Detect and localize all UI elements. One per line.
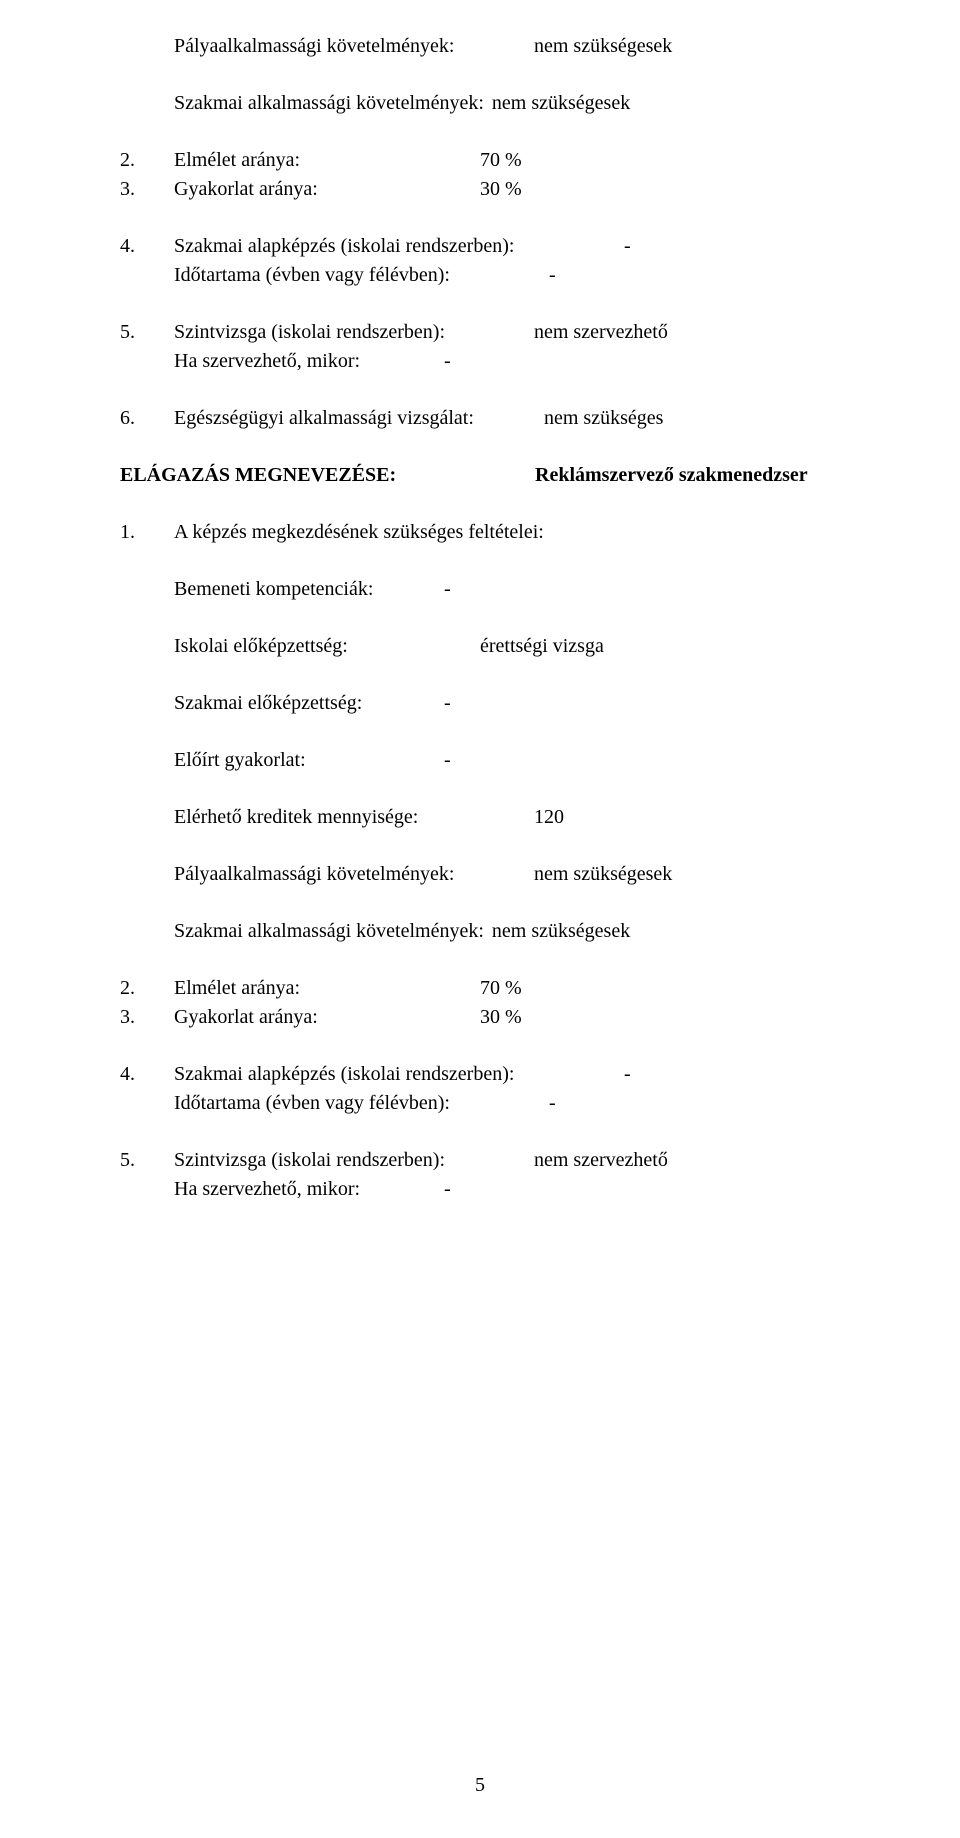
value: -: [444, 689, 451, 718]
label: Elmélet aránya:: [174, 146, 480, 175]
value: -: [549, 261, 556, 290]
value: nem szervezhető: [534, 318, 668, 347]
line-bemeneti: Bemeneti kompetenciák: -: [174, 575, 870, 604]
value: nem szükségesek: [492, 89, 630, 118]
label: Ha szervezhető, mikor:: [174, 1175, 444, 1204]
label: Pályaalkalmassági követelmények:: [174, 860, 534, 889]
line-idotartam-1: Időtartama (évben vagy félévben): -: [174, 261, 870, 290]
value: érettségi vizsga: [480, 632, 604, 661]
label: Bemeneti kompetenciák:: [174, 575, 444, 604]
value: nem szükséges: [544, 404, 663, 433]
item-number: 2.: [120, 146, 174, 175]
value: -: [624, 1060, 631, 1089]
label: A képzés megkezdésének szükséges feltéte…: [174, 518, 544, 547]
item-number: 4.: [120, 1060, 174, 1089]
label: Szintvizsga (iskolai rendszerben):: [174, 1146, 534, 1175]
line-elmelet-2: 2. Elmélet aránya: 70 %: [120, 974, 870, 1003]
label: Egészségügyi alkalmassági vizsgálat:: [174, 404, 544, 433]
label: Elérhető kreditek mennyisége:: [174, 803, 534, 832]
value: -: [549, 1089, 556, 1118]
label: Gyakorlat aránya:: [174, 175, 480, 204]
line-gyakorlat-1: 3. Gyakorlat aránya: 30 %: [120, 175, 870, 204]
value: nem szükségesek: [492, 917, 630, 946]
heading-value: Reklámszervező szakmenedzser: [535, 461, 808, 490]
label: Szakmai alapképzés (iskolai rendszerben)…: [174, 1060, 624, 1089]
item-number: 3.: [120, 1003, 174, 1032]
item-number: 3.: [120, 175, 174, 204]
value: nem szükségesek: [534, 32, 672, 61]
value: -: [444, 575, 451, 604]
line-gyakorlat-2: 3. Gyakorlat aránya: 30 %: [120, 1003, 870, 1032]
line-elmelet-1: 2. Elmélet aránya: 70 %: [120, 146, 870, 175]
line-ha-szerv-2: Ha szervezhető, mikor: -: [174, 1175, 870, 1204]
label: Elmélet aránya:: [174, 974, 480, 1003]
item-number: 1.: [120, 518, 174, 547]
line-kepzes: 1. A képzés megkezdésének szükséges felt…: [120, 518, 870, 547]
line-palya-1: Pályaalkalmassági követelmények: nem szü…: [174, 32, 870, 61]
line-szakmai-alap-1: 4. Szakmai alapképzés (iskolai rendszerb…: [120, 232, 870, 261]
label: Iskolai előképzettség:: [174, 632, 480, 661]
document-page: Pályaalkalmassági követelmények: nem szü…: [0, 0, 960, 1838]
item-number: 6.: [120, 404, 174, 433]
section-heading: ELÁGAZÁS MEGNEVEZÉSE: Reklámszervező sza…: [120, 461, 870, 490]
value: 70 %: [480, 146, 522, 175]
line-szakmai-alk-1: Szakmai alkalmassági követelmények: nem …: [174, 89, 870, 118]
item-number: 5.: [120, 318, 174, 347]
label: Szintvizsga (iskolai rendszerben):: [174, 318, 534, 347]
item-number: 4.: [120, 232, 174, 261]
label: Szakmai alapképzés (iskolai rendszerben)…: [174, 232, 624, 261]
label: Pályaalkalmassági követelmények:: [174, 32, 534, 61]
line-idotartam-2: Időtartama (évben vagy félévben): -: [174, 1089, 870, 1118]
line-szakmai-elo: Szakmai előképzettség: -: [174, 689, 870, 718]
value: 70 %: [480, 974, 522, 1003]
value: -: [444, 746, 451, 775]
heading-label: ELÁGAZÁS MEGNEVEZÉSE:: [120, 461, 535, 490]
label: Ha szervezhető, mikor:: [174, 347, 444, 376]
line-eloirt: Előírt gyakorlat: -: [174, 746, 870, 775]
label: Előírt gyakorlat:: [174, 746, 444, 775]
line-iskolai-elo: Iskolai előképzettség: érettségi vizsga: [174, 632, 870, 661]
value: -: [624, 232, 631, 261]
line-egeszseg: 6. Egészségügyi alkalmassági vizsgálat: …: [120, 404, 870, 433]
value: nem szükségesek: [534, 860, 672, 889]
item-number: 5.: [120, 1146, 174, 1175]
value: 120: [534, 803, 564, 832]
label: Időtartama (évben vagy félévben):: [174, 261, 549, 290]
label: Szakmai alkalmassági követelmények:: [174, 89, 484, 118]
value: -: [444, 1175, 451, 1204]
value: 30 %: [480, 175, 522, 204]
label: Szakmai előképzettség:: [174, 689, 444, 718]
value: -: [444, 347, 451, 376]
line-ha-szerv-1: Ha szervezhető, mikor: -: [174, 347, 870, 376]
label: Szakmai alkalmassági követelmények:: [174, 917, 484, 946]
value: nem szervezhető: [534, 1146, 668, 1175]
page-number: 5: [0, 1771, 960, 1800]
item-number: 2.: [120, 974, 174, 1003]
line-szintvizsga-1: 5. Szintvizsga (iskolai rendszerben): ne…: [120, 318, 870, 347]
label: Gyakorlat aránya:: [174, 1003, 480, 1032]
label: Időtartama (évben vagy félévben):: [174, 1089, 549, 1118]
value: 30 %: [480, 1003, 522, 1032]
line-szintvizsga-2: 5. Szintvizsga (iskolai rendszerben): ne…: [120, 1146, 870, 1175]
line-szakmai-alk-2: Szakmai alkalmassági követelmények: nem …: [174, 917, 870, 946]
line-kredit: Elérhető kreditek mennyisége: 120: [174, 803, 870, 832]
line-szakmai-alap-2: 4. Szakmai alapképzés (iskolai rendszerb…: [120, 1060, 870, 1089]
line-palya-2: Pályaalkalmassági követelmények: nem szü…: [174, 860, 870, 889]
